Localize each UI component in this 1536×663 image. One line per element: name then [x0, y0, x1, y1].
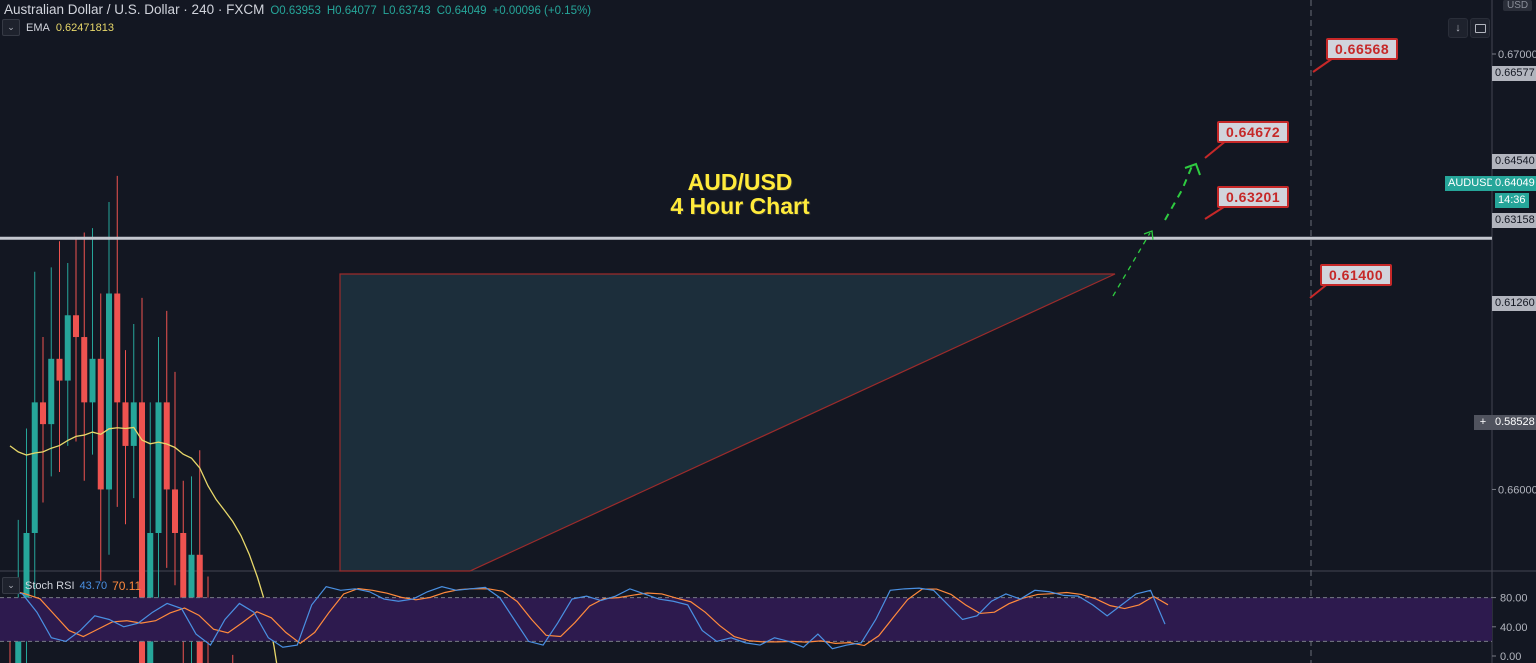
stoch-tick-label: 0.00 — [1500, 651, 1521, 663]
y-tick-label: 0.67000 — [1498, 49, 1536, 61]
candle-body — [64, 315, 71, 381]
title-line-2: 4 Hour Chart — [670, 193, 810, 219]
candle-body — [23, 532, 30, 599]
price-tag-resistance-1: 0.66577 — [1492, 66, 1536, 81]
chart-annotation-title: AUD/USD 4 Hour Chart — [630, 170, 850, 218]
close-value: C0.64049 — [436, 5, 487, 17]
arrow-head-icon — [1184, 162, 1201, 176]
crosshair-price-tag: 0.58528 — [1492, 415, 1536, 430]
price-tag-resistance-2: 0.64540 — [1492, 154, 1536, 169]
current-price-tag: 0.64049 — [1492, 176, 1536, 191]
candle-body — [89, 358, 96, 403]
collapse-chevron-icon[interactable]: ⌄ — [2, 19, 20, 36]
candle-body — [48, 358, 55, 425]
low-value: L0.63743 — [382, 5, 431, 17]
stoch-k-line — [7, 585, 1166, 650]
callout-0.64672: 0.64672 — [1217, 121, 1290, 143]
stoch-band — [0, 597, 1492, 642]
ema-value: 0.62471813 — [55, 21, 114, 34]
symbol-legend: Australian Dollar / U.S. Dollar · 240 · … — [4, 2, 591, 17]
ema-legend: ⌄ EMA 0.62471813 — [2, 19, 114, 36]
candle-body — [73, 315, 79, 338]
candle-body — [40, 402, 46, 425]
bar-countdown-tag: 14:36 — [1495, 193, 1529, 208]
ema-label: EMA — [26, 21, 50, 34]
candle-body — [97, 358, 104, 490]
candle-body — [114, 293, 121, 403]
open-value: O0.63953 — [270, 5, 321, 17]
candle-body — [31, 402, 38, 533]
candle-body — [163, 402, 170, 490]
callout-0.66568: 0.66568 — [1326, 38, 1399, 60]
stoch-label: Stoch RSI — [25, 579, 75, 592]
stoch-legend: ⌄ Stoch RSI 43.70 70.11 — [2, 577, 141, 594]
fullscreen-button[interactable] — [1470, 18, 1490, 38]
candle-body — [56, 358, 63, 381]
projection-arrow-upper — [1164, 165, 1193, 221]
callout-0.61400: 0.61400 — [1320, 264, 1393, 286]
high-value: H0.64077 — [326, 5, 377, 17]
arrow-head-icon — [1143, 230, 1154, 241]
price-tag-dashed: 0.61260 — [1492, 296, 1536, 311]
ema-line — [9, 426, 278, 663]
scroll-to-latest-button[interactable]: ↓ — [1448, 18, 1468, 38]
callout-0.63201: 0.63201 — [1217, 186, 1290, 208]
current-symbol-tag: AUDUSD — [1445, 176, 1498, 191]
fullscreen-icon — [1474, 23, 1486, 33]
candle-body — [188, 554, 195, 621]
candle-body — [106, 293, 112, 490]
stoch-d-value: 70.11 — [112, 578, 142, 593]
candle-body — [172, 489, 178, 533]
price-tag-support-1: 0.63158 — [1492, 213, 1536, 228]
callout-pointer — [1204, 139, 1228, 159]
crosshair-add-icon[interactable]: + — [1474, 415, 1492, 430]
candle-body — [81, 337, 88, 403]
projection-arrow-lower — [1112, 232, 1151, 297]
candle-body — [130, 402, 137, 446]
stoch-k-value: 43.70 — [79, 579, 108, 592]
y-tick-label: 0.66000 — [1498, 484, 1536, 496]
symbol-title: Australian Dollar / U.S. Dollar · 240 · … — [4, 2, 265, 17]
ascending-triangle — [339, 273, 1116, 572]
candle-body — [139, 402, 145, 663]
stoch-d-line — [10, 587, 1169, 647]
candle-body — [180, 532, 187, 621]
currency-label[interactable]: USD — [1503, 0, 1533, 11]
change-value: +0.00096 (+0.15%) — [492, 5, 592, 17]
stoch-tick-label: 40.00 — [1500, 622, 1528, 634]
candle-body — [155, 402, 162, 533]
title-line-1: AUD/USD — [687, 169, 793, 195]
arrow-down-icon: ↓ — [1455, 22, 1461, 34]
stoch-collapse-chevron-icon[interactable]: ⌄ — [2, 577, 20, 594]
stoch-tick-label: 80.00 — [1500, 593, 1528, 605]
candle-body — [122, 402, 129, 446]
